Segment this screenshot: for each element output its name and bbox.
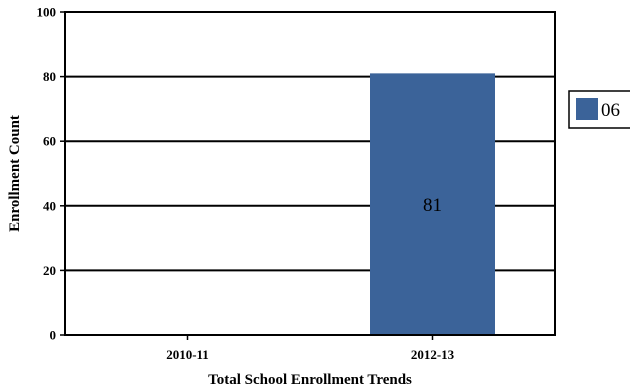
bars [370, 73, 495, 336]
y-tick-label: 20 [43, 263, 56, 278]
y-axis-ticks: 0 20 40 60 80 100 [37, 5, 65, 343]
y-tick-label: 60 [43, 134, 56, 149]
legend: 06 [568, 90, 630, 129]
x-axis-ticks: 2010-11 2012-13 [166, 335, 455, 362]
y-axis-title: Enrollment Count [7, 115, 23, 232]
y-tick-label: 80 [43, 69, 56, 84]
plot-frame [64, 11, 556, 336]
bar [370, 73, 495, 336]
y-tick-label: 100 [37, 5, 57, 20]
y-tick-label: 40 [43, 198, 56, 213]
y-tick-label: 0 [50, 328, 57, 343]
data-labels: 81 [423, 195, 442, 216]
bar-data-label: 81 [423, 195, 442, 216]
x-tick-label: 2010-11 [166, 347, 209, 362]
legend-label: 06 [601, 100, 620, 121]
x-tick-label: 2012-13 [411, 347, 455, 362]
x-axis-title: Total School Enrollment Trends [208, 372, 412, 388]
legend-swatch [576, 98, 598, 120]
